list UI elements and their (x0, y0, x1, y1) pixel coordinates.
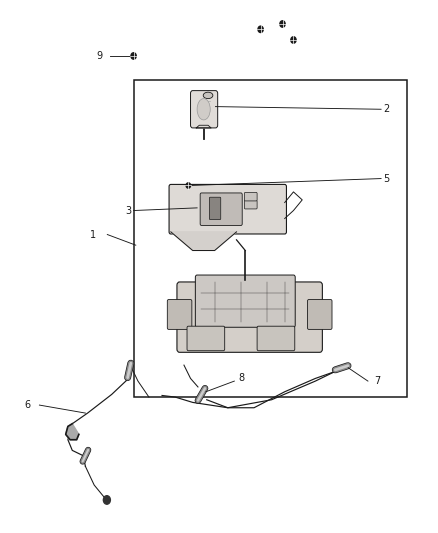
Polygon shape (66, 424, 79, 440)
Text: 9: 9 (97, 51, 103, 61)
FancyBboxPatch shape (169, 184, 286, 234)
Circle shape (103, 496, 110, 504)
FancyBboxPatch shape (257, 326, 295, 351)
Ellipse shape (197, 99, 210, 120)
FancyBboxPatch shape (244, 200, 257, 209)
Circle shape (291, 37, 296, 43)
Text: 7: 7 (374, 376, 381, 386)
FancyBboxPatch shape (187, 326, 225, 351)
Circle shape (131, 53, 136, 59)
Text: 5: 5 (383, 174, 389, 183)
FancyBboxPatch shape (244, 192, 257, 201)
Circle shape (280, 21, 285, 27)
Text: 2: 2 (383, 104, 389, 114)
FancyBboxPatch shape (195, 275, 295, 327)
Text: 1: 1 (90, 230, 96, 239)
Text: 6: 6 (25, 400, 31, 410)
FancyBboxPatch shape (200, 193, 242, 225)
Polygon shape (196, 125, 211, 128)
FancyBboxPatch shape (167, 300, 192, 329)
Circle shape (186, 183, 191, 188)
FancyBboxPatch shape (191, 91, 218, 128)
Bar (134, 80, 407, 397)
Ellipse shape (203, 92, 213, 99)
Text: 3: 3 (125, 206, 131, 215)
Circle shape (258, 26, 263, 33)
Text: 8: 8 (239, 374, 245, 383)
Polygon shape (171, 232, 237, 251)
FancyBboxPatch shape (209, 197, 221, 220)
FancyBboxPatch shape (307, 300, 332, 329)
FancyBboxPatch shape (177, 282, 322, 352)
